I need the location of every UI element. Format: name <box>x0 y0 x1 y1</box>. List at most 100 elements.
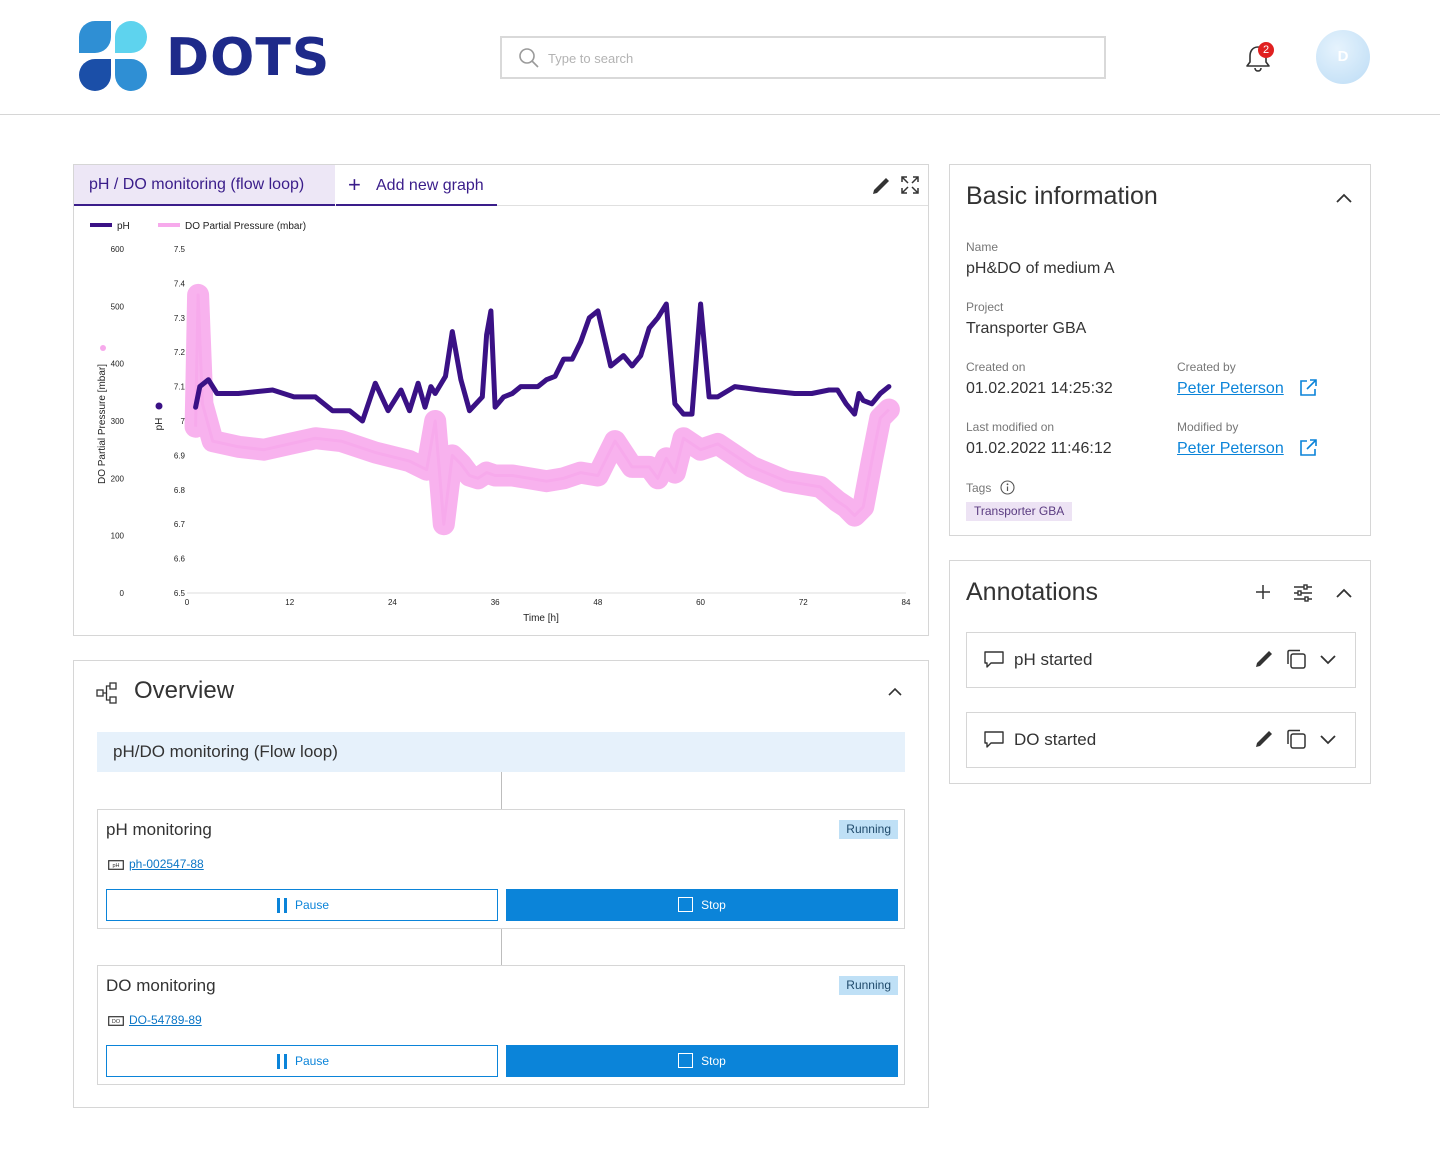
ph-tick-label: 7.4 <box>174 279 186 288</box>
chevron-down-icon[interactable] <box>1319 733 1337 745</box>
last-modified-value: 01.02.2022 11:46:12 <box>966 440 1112 457</box>
info-icon <box>1000 480 1015 495</box>
ph-series <box>193 301 892 424</box>
top-header: DOTS 2 D <box>0 0 1440 115</box>
do-tick-label: 0 <box>120 589 125 598</box>
do-series <box>184 283 900 536</box>
created-by-label: Created by <box>1177 360 1236 374</box>
legend-label-ph: pH <box>117 221 130 232</box>
do-tick-label: 300 <box>111 417 125 426</box>
user-avatar[interactable]: D <box>1316 30 1370 84</box>
ph-tick-label: 7.5 <box>174 245 186 254</box>
flow-loop-header[interactable]: pH/DO monitoring (Flow loop) <box>97 732 905 772</box>
chevron-down-icon[interactable] <box>1319 653 1337 665</box>
device-link[interactable]: DO-54789-89 <box>129 1013 202 1027</box>
external-link-icon[interactable] <box>1298 378 1318 398</box>
graph-tabs: pH / DO monitoring (flow loop) + Add new … <box>74 165 928 206</box>
monitor-title: DO monitoring <box>106 976 216 995</box>
modified-by-link[interactable]: Peter Peterson <box>1177 440 1284 457</box>
search-box[interactable] <box>500 36 1106 79</box>
annotation-item[interactable]: pH started <box>966 632 1356 688</box>
do-sensor-icon: DO <box>108 1016 124 1026</box>
annotations-title: Annotations <box>966 578 1099 606</box>
tags-label-text: Tags <box>966 481 992 495</box>
stop-button[interactable]: Stop <box>506 889 898 921</box>
stop-button[interactable]: Stop <box>506 1045 898 1077</box>
ph-do-chart[interactable]: pH DO Partial Pressure (mbar) DO Partial… <box>74 207 928 635</box>
stop-icon <box>678 1053 694 1068</box>
stop-label: Stop <box>701 1054 726 1068</box>
legend-label-do: DO Partial Pressure (mbar) <box>185 221 306 232</box>
project-value: Transporter GBA <box>966 320 1087 337</box>
edit-graph-pencil-icon[interactable] <box>870 175 892 197</box>
x-tick-label: 84 <box>902 598 911 607</box>
ph-tick-label: 6.8 <box>174 486 186 495</box>
name-label: Name <box>966 240 999 254</box>
plus-icon: + <box>348 172 361 197</box>
ph-tick-label: 7 <box>181 417 186 426</box>
last-modified-label: Last modified on <box>966 420 1055 434</box>
x-axis-ticks: 0 12 24 36 48 60 72 84 <box>185 598 911 607</box>
x-tick-label: 0 <box>185 598 190 607</box>
pause-icon <box>275 1054 289 1069</box>
external-link-icon[interactable] <box>1298 438 1318 458</box>
graph-panel: pH / DO monitoring (flow loop) + Add new … <box>73 164 929 636</box>
stop-icon <box>678 897 694 912</box>
tab-ph-do-monitoring[interactable]: pH / DO monitoring (flow loop) <box>74 165 335 206</box>
pause-label: Pause <box>294 1054 330 1068</box>
tags-label: Tags <box>966 480 1017 495</box>
modified-by-label: Modified by <box>1177 420 1239 434</box>
tag-chip[interactable]: Transporter GBA <box>966 502 1073 521</box>
flow-diagram-icon <box>96 682 117 704</box>
x-tick-label: 12 <box>285 598 294 607</box>
x-axis-title: Time [h] <box>523 613 559 624</box>
edit-pencil-icon[interactable] <box>1253 728 1275 750</box>
ph-axis-ticks: 6.5 6.6 6.7 6.8 6.9 7 7.1 7.2 7.3 7.4 7.5 <box>174 245 186 598</box>
copy-icon[interactable] <box>1285 728 1307 750</box>
fullscreen-icon[interactable] <box>900 175 920 195</box>
dots-logo[interactable]: DOTS <box>78 20 378 94</box>
x-tick-label: 48 <box>593 598 602 607</box>
do-series-line <box>194 293 890 526</box>
ph-tick-label: 6.6 <box>174 555 186 564</box>
ph-axis-title: pH <box>154 418 165 431</box>
pause-label: Pause <box>294 898 330 912</box>
flow-connector <box>501 772 502 809</box>
pause-button[interactable]: Pause <box>106 1045 498 1077</box>
add-graph-label: Add new graph <box>376 177 484 194</box>
do-axis-title: DO Partial Pressure [mbar] <box>97 364 108 484</box>
edit-pencil-icon[interactable] <box>1253 648 1275 670</box>
add-annotation-plus-icon[interactable] <box>1254 583 1272 601</box>
x-tick-label: 72 <box>799 598 808 607</box>
stop-label: Stop <box>701 898 726 912</box>
chevron-up-icon[interactable] <box>886 685 904 699</box>
ph-series-line <box>193 301 892 424</box>
chevron-up-icon[interactable] <box>1335 192 1353 204</box>
pause-icon <box>275 898 289 913</box>
device-link[interactable]: ph-002547-88 <box>129 857 204 871</box>
ph-tick-label: 7.3 <box>174 314 186 323</box>
do-monitoring-card: DO monitoring Running DO DO-54789-89 Pau… <box>97 965 905 1085</box>
x-tick-label: 60 <box>696 598 705 607</box>
ph-tick-label: 6.7 <box>174 520 186 529</box>
status-badge: Running <box>839 976 898 995</box>
search-input[interactable] <box>548 46 1068 70</box>
info-icon-wrap[interactable] <box>999 480 1017 495</box>
monitor-title: pH monitoring <box>106 820 212 839</box>
annotation-item[interactable]: DO started <box>966 712 1356 768</box>
chart-legend: pH DO Partial Pressure (mbar) <box>90 221 306 232</box>
overview-title: Overview <box>134 677 235 704</box>
sensor-label: DO <box>112 1019 121 1025</box>
copy-icon[interactable] <box>1285 648 1307 670</box>
flow-connector <box>501 929 502 965</box>
pause-button[interactable]: Pause <box>106 889 498 921</box>
comment-bubble-icon <box>984 651 1004 668</box>
add-graph-tab[interactable]: + Add new graph <box>336 165 497 206</box>
x-tick-label: 36 <box>491 598 500 607</box>
notification-badge: 2 <box>1258 42 1274 58</box>
project-label: Project <box>966 300 1004 314</box>
created-by-link[interactable]: Peter Peterson <box>1177 380 1284 397</box>
ph-tick-label: 7.2 <box>174 348 186 357</box>
filter-sliders-icon[interactable] <box>1292 583 1314 603</box>
chevron-up-icon[interactable] <box>1335 587 1353 599</box>
